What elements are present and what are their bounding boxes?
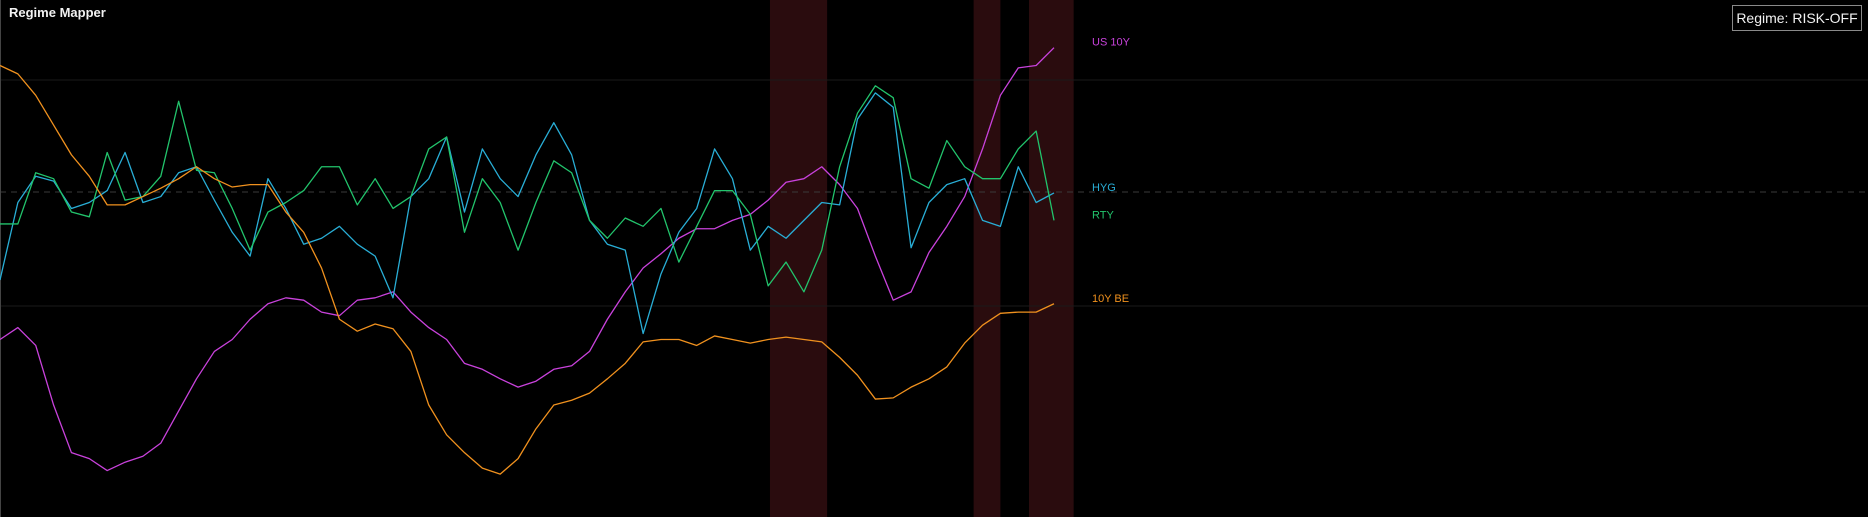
series-line bbox=[0, 92, 1055, 335]
regime-badge bbox=[1732, 5, 1862, 31]
series-line bbox=[0, 47, 1055, 472]
series-label: RTY bbox=[1092, 209, 1114, 221]
series-lines bbox=[0, 47, 1055, 475]
regime-badge-text: Regime: RISK-OFF bbox=[1736, 10, 1857, 26]
series-label: 10Y BE bbox=[1092, 293, 1129, 305]
regime-shade bbox=[973, 0, 1001, 517]
series-label: US 10Y bbox=[1092, 37, 1131, 49]
series-line bbox=[0, 64, 1055, 475]
series-labels: US 10Y HYG RTY 10Y BE bbox=[1092, 37, 1131, 305]
series-label: HYG bbox=[1092, 182, 1116, 194]
series-line bbox=[0, 85, 1055, 293]
regime-shade bbox=[1028, 0, 1074, 517]
chart-title: Regime Mapper bbox=[9, 5, 106, 20]
